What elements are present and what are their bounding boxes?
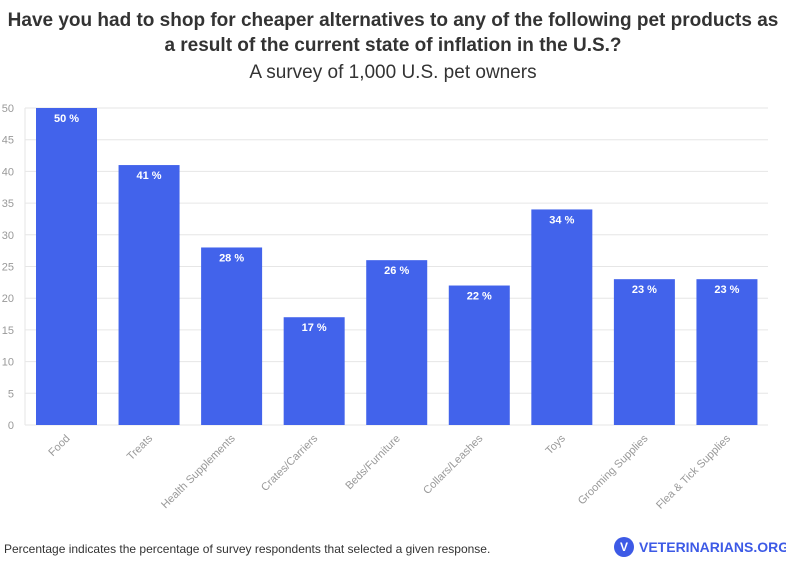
x-tick-label: Food (46, 433, 72, 459)
bar (448, 285, 510, 425)
y-tick-label: 25 (2, 262, 14, 274)
y-tick-label: 35 (2, 198, 14, 210)
y-tick-label: 5 (8, 388, 14, 400)
data-label: 22 % (467, 291, 492, 303)
bar (283, 317, 345, 425)
bar (531, 209, 593, 425)
footnote: Percentage indicates the percentage of s… (4, 542, 491, 556)
y-tick-label: 30 (2, 230, 14, 242)
x-tick-label: Toys (543, 432, 568, 457)
bar (36, 108, 97, 425)
x-tick-label: Health Supplements (159, 432, 238, 511)
data-label: 26 % (384, 265, 409, 277)
x-tick-label: Flea & Tick Supplies (654, 432, 733, 511)
x-tick-label: Grooming Supplies (576, 432, 651, 507)
x-tick-label: Beds/Furniture (343, 433, 403, 493)
data-label: 28 % (219, 252, 244, 264)
data-label: 41 % (137, 170, 162, 182)
data-label: 23 % (632, 284, 657, 296)
x-tick-label: Crates/Carriers (259, 432, 321, 494)
y-tick-label: 15 (2, 325, 14, 337)
chart-title: Have you had to shop for cheaper alterna… (7, 10, 779, 56)
bar (201, 247, 263, 425)
logo-icon: V (614, 537, 634, 557)
y-tick-label: 45 (2, 135, 14, 147)
y-tick-label: 0 (8, 420, 14, 432)
logo: V VETERINARIANS.ORG (614, 537, 786, 557)
bar (118, 165, 180, 425)
chart-subtitle: A survey of 1,000 U.S. pet owners (249, 62, 537, 83)
x-tick-label: Collars/Leashes (421, 432, 486, 497)
data-label: 50 % (54, 113, 79, 125)
data-label: 23 % (714, 284, 739, 296)
bar (613, 279, 675, 425)
data-label: 17 % (302, 322, 327, 334)
x-tick-label: Treats (125, 432, 156, 463)
y-tick-label: 40 (2, 166, 14, 178)
y-tick-label: 50 (2, 103, 14, 115)
logo-text: VETERINARIANS.ORG (639, 539, 786, 555)
y-tick-label: 10 (2, 357, 14, 369)
y-tick-label: 20 (2, 293, 14, 305)
data-label: 34 % (549, 214, 574, 226)
bar (366, 260, 428, 425)
bar (696, 279, 758, 425)
